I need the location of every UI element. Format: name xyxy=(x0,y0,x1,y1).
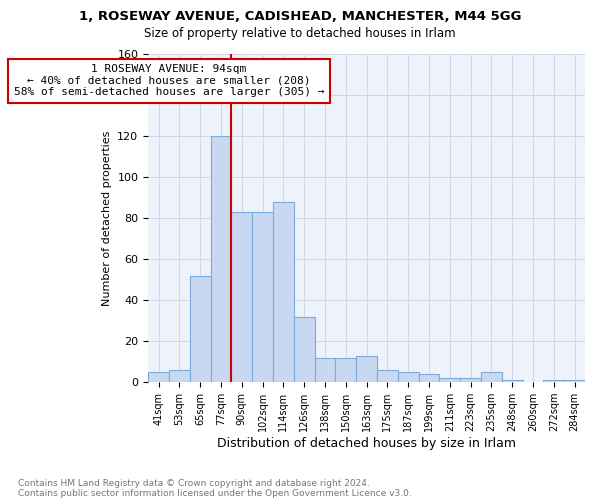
Bar xyxy=(148,372,169,382)
Bar xyxy=(211,136,232,382)
Bar xyxy=(335,358,356,382)
Text: Contains public sector information licensed under the Open Government Licence v3: Contains public sector information licen… xyxy=(18,488,412,498)
Bar xyxy=(544,380,564,382)
X-axis label: Distribution of detached houses by size in Irlam: Distribution of detached houses by size … xyxy=(217,437,516,450)
Bar xyxy=(190,276,211,382)
Bar xyxy=(439,378,460,382)
Bar xyxy=(232,212,252,382)
Bar xyxy=(502,380,523,382)
Bar xyxy=(314,358,335,382)
Text: 1 ROSEWAY AVENUE: 94sqm
← 40% of detached houses are smaller (208)
58% of semi-d: 1 ROSEWAY AVENUE: 94sqm ← 40% of detache… xyxy=(14,64,324,98)
Bar xyxy=(481,372,502,382)
Bar xyxy=(273,202,294,382)
Bar xyxy=(419,374,439,382)
Bar xyxy=(294,316,314,382)
Text: Size of property relative to detached houses in Irlam: Size of property relative to detached ho… xyxy=(144,28,456,40)
Bar xyxy=(564,380,585,382)
Bar xyxy=(169,370,190,382)
Bar xyxy=(398,372,419,382)
Bar xyxy=(377,370,398,382)
Bar xyxy=(460,378,481,382)
Y-axis label: Number of detached properties: Number of detached properties xyxy=(102,130,112,306)
Bar xyxy=(252,212,273,382)
Bar xyxy=(356,356,377,382)
Text: Contains HM Land Registry data © Crown copyright and database right 2024.: Contains HM Land Registry data © Crown c… xyxy=(18,478,370,488)
Text: 1, ROSEWAY AVENUE, CADISHEAD, MANCHESTER, M44 5GG: 1, ROSEWAY AVENUE, CADISHEAD, MANCHESTER… xyxy=(79,10,521,23)
